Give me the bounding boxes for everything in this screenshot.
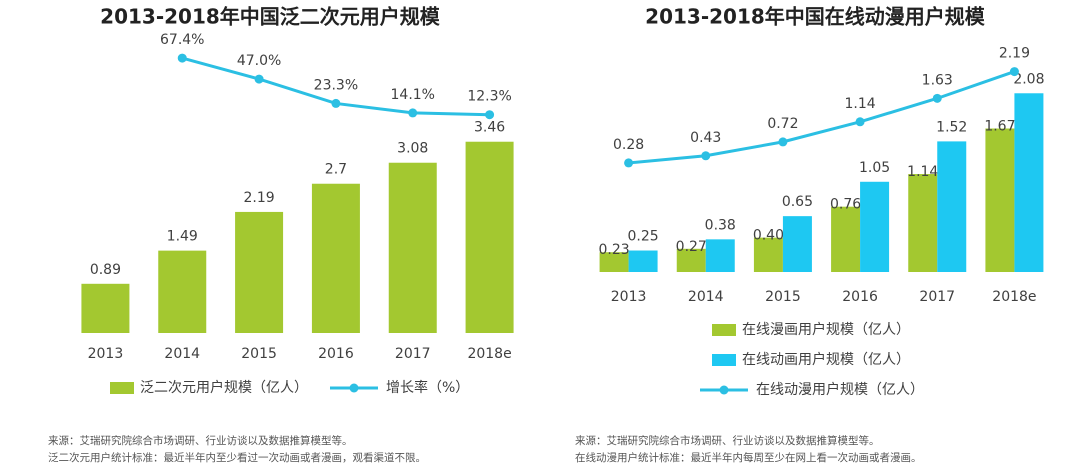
value-label: 0.27	[676, 239, 707, 255]
x-tick-label: 2016	[318, 346, 354, 362]
bar	[158, 250, 207, 333]
bar	[81, 283, 130, 333]
value-label: 0.25	[627, 229, 658, 245]
bar	[705, 239, 735, 272]
x-tick-label: 2013	[611, 289, 647, 305]
value-label: 2.7	[325, 162, 347, 178]
value-label: 0.28	[613, 137, 644, 153]
bar	[599, 252, 629, 272]
line-point	[855, 117, 865, 127]
bar	[985, 128, 1015, 272]
value-label: 0.89	[90, 262, 121, 278]
x-tick-label: 2014	[164, 346, 200, 362]
x-tick-label: 2017	[395, 346, 431, 362]
value-label: 1.49	[167, 229, 198, 245]
value-label: 2.19	[999, 46, 1030, 62]
legend-label: 在线漫画用户规模（亿人）	[742, 321, 910, 338]
legend-swatch	[349, 383, 359, 393]
x-tick-label: 2018e	[992, 289, 1036, 305]
legend-label: 在线动画用户规模（亿人）	[742, 351, 910, 368]
line-point	[1009, 67, 1019, 77]
value-label: 3.46	[474, 120, 505, 136]
legend-swatch	[712, 354, 736, 366]
value-label: 1.05	[859, 160, 890, 176]
value-label: 0.40	[753, 228, 784, 244]
bar	[831, 206, 861, 272]
legend-swatch	[110, 382, 134, 394]
value-label: 1.67	[984, 119, 1015, 135]
legend-label: 泛二次元用户规模（亿人）	[140, 379, 308, 396]
bar	[628, 250, 658, 272]
bar	[1014, 93, 1044, 272]
chart-title: 2013-2018年中国在线动漫用户规模	[645, 5, 986, 29]
value-label: 67.4%	[160, 32, 204, 48]
line-point	[485, 110, 495, 120]
line-point	[701, 151, 711, 161]
bar	[753, 237, 783, 272]
value-label: 1.63	[922, 72, 953, 88]
bar	[465, 141, 514, 333]
footnote: 来源：艾瑞研究院综合市场调研、行业访谈以及数据推算模型等。	[575, 434, 880, 447]
x-tick-label: 2015	[765, 289, 801, 305]
bar	[937, 141, 967, 272]
line-point	[778, 137, 788, 147]
value-label: 1.52	[936, 119, 967, 135]
legend-label: 增长率（%）	[386, 379, 469, 396]
value-label: 0.38	[705, 217, 736, 233]
line-point	[254, 74, 264, 84]
value-label: 3.08	[397, 141, 428, 157]
chart-title: 2013-2018年中国泛二次元用户规模	[100, 5, 441, 29]
value-label: 0.72	[767, 116, 798, 132]
x-tick-label: 2017	[919, 289, 955, 305]
value-label: 12.3%	[467, 89, 511, 105]
value-label: 0.23	[598, 242, 629, 258]
bar	[235, 211, 284, 333]
x-tick-label: 2018e	[467, 346, 511, 362]
x-tick-label: 2013	[88, 346, 124, 362]
x-tick-label: 2015	[241, 346, 277, 362]
footnote: 来源：艾瑞研究院综合市场调研、行业访谈以及数据推算模型等。	[48, 434, 353, 447]
footnote: 泛二次元用户统计标准：最近半年内至少看过一次动画或者漫画，观看渠道不限。	[48, 451, 426, 464]
value-label: 1.14	[907, 164, 938, 180]
value-label: 23.3%	[314, 77, 358, 93]
value-label: 0.65	[782, 194, 813, 210]
bar	[388, 162, 437, 333]
value-label: 47.0%	[237, 53, 281, 69]
bar	[676, 248, 706, 272]
value-label: 2.19	[243, 190, 274, 206]
x-tick-label: 2014	[688, 289, 724, 305]
bar	[311, 183, 360, 333]
line-point	[408, 108, 418, 118]
line-point	[624, 158, 634, 168]
line-point	[932, 93, 942, 103]
value-label: 0.43	[690, 130, 721, 146]
legend-swatch	[712, 324, 736, 336]
legend-label: 在线动漫用户规模（亿人）	[756, 381, 924, 398]
bar	[782, 216, 812, 272]
bar	[860, 181, 890, 272]
value-label: 2.08	[1013, 71, 1044, 87]
value-label: 1.14	[844, 96, 875, 112]
value-label: 0.76	[830, 197, 861, 213]
x-tick-label: 2016	[842, 289, 878, 305]
legend-swatch	[719, 385, 729, 395]
footnote: 在线动漫用户统计标准：最近半年内每周至少在网上看一次动画或者漫画。	[575, 451, 922, 464]
line-point	[331, 98, 341, 108]
value-label: 14.1%	[391, 87, 435, 103]
line	[628, 70, 1015, 165]
line-point	[177, 53, 187, 63]
bar	[908, 174, 938, 272]
